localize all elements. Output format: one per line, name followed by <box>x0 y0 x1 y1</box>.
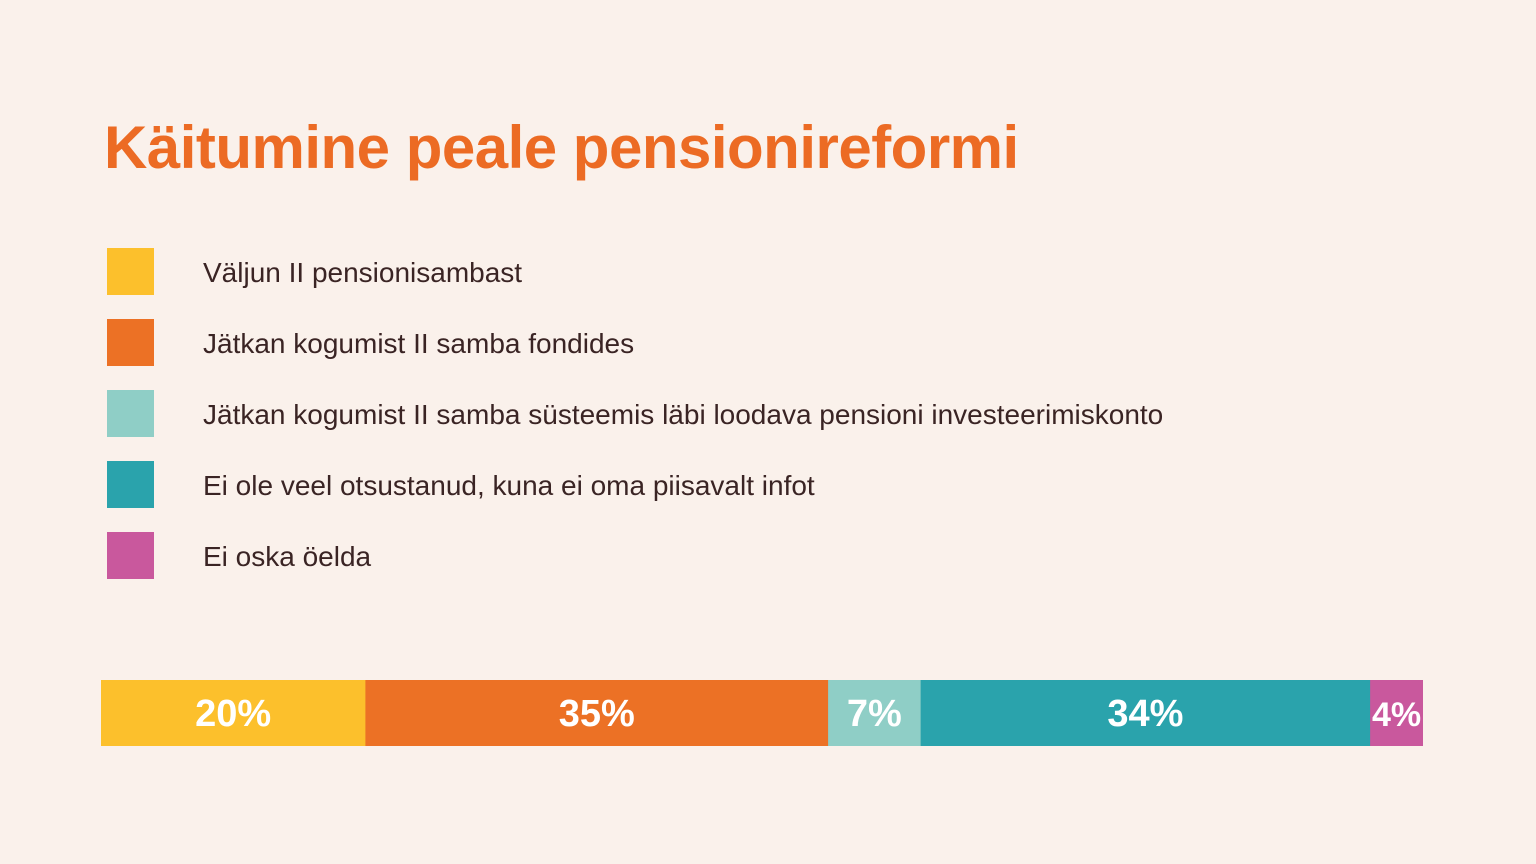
bar-segment-valjun <box>101 680 366 746</box>
bar-segment-investeerimiskonto <box>828 680 922 746</box>
bar-label-ei-oska: 4% <box>1372 696 1421 734</box>
legend-swatch-investeerimiskonto <box>107 390 154 437</box>
bar-segment-otsustamata <box>920 680 1371 746</box>
bar-label-fondides: 35% <box>559 693 635 735</box>
bar-label-valjun: 20% <box>195 693 271 735</box>
legend-swatch-ei-oska <box>107 532 154 579</box>
bar-label-otsustamata: 34% <box>1107 693 1183 735</box>
bar-segment-ei-oska <box>1370 680 1423 746</box>
stacked-bar-chart: 20% 35% 7% 34% 4% <box>101 680 1423 746</box>
legend-label-fondides: Jätkan kogumist II samba fondides <box>203 328 635 359</box>
chart-title: Käitumine peale pensionireformi <box>104 114 1019 181</box>
legend-label-investeerimiskonto: Jätkan kogumist II samba süsteemis läbi … <box>203 399 1164 430</box>
legend-label-otsustamata: Ei ole veel otsustanud, kuna ei oma piis… <box>203 470 815 501</box>
stacked-bar-area: 20% 35% 7% 34% 4% <box>101 680 1423 746</box>
legend-label-valjun: Väljun II pensionisambast <box>203 257 523 288</box>
bar-segment-fondides <box>365 680 829 746</box>
legend-label-ei-oska: Ei oska öelda <box>203 541 372 572</box>
legend-swatch-valjun <box>107 248 154 295</box>
legend-swatch-fondides <box>107 319 154 366</box>
legend-swatch-otsustamata <box>107 461 154 508</box>
bar-label-investeerimiskonto: 7% <box>847 693 902 735</box>
